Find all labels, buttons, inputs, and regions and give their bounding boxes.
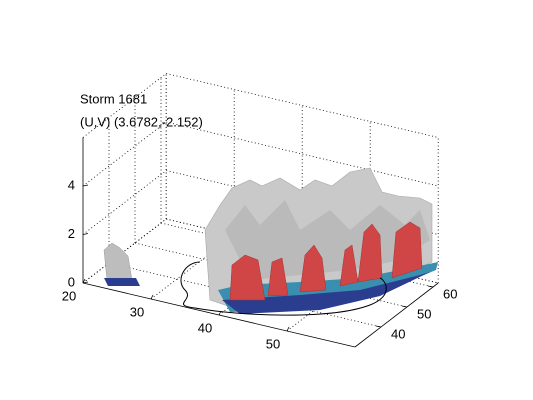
z-tick-label: 2	[68, 226, 75, 241]
y-axis	[354, 282, 439, 348]
z-tick-label: 0	[68, 274, 75, 289]
chart-title: Storm 1681	[80, 91, 147, 106]
x-tick-label: 20	[62, 288, 76, 303]
isosurfaces	[103, 167, 438, 316]
chart-subtitle: (U,V) (3.6782,-2.152)	[80, 114, 203, 129]
z-tick	[82, 281, 89, 284]
z-tick-label: 4	[68, 177, 75, 192]
y-tick-label: 50	[417, 306, 431, 321]
x-tick	[218, 310, 222, 316]
z-tick	[82, 233, 89, 235]
x-tick	[286, 326, 290, 332]
y-tick-label: 40	[391, 326, 405, 341]
y-tick	[375, 325, 382, 328]
z-tick	[82, 184, 89, 187]
x-tick-label: 40	[198, 320, 212, 335]
x-tick	[82, 278, 86, 284]
y-tick	[427, 285, 434, 288]
x-tick-label: 30	[130, 304, 144, 319]
x-tick-label: 50	[266, 336, 280, 351]
y-tick-label: 60	[443, 286, 457, 301]
y-tick	[401, 305, 408, 308]
x-tick	[150, 294, 154, 300]
